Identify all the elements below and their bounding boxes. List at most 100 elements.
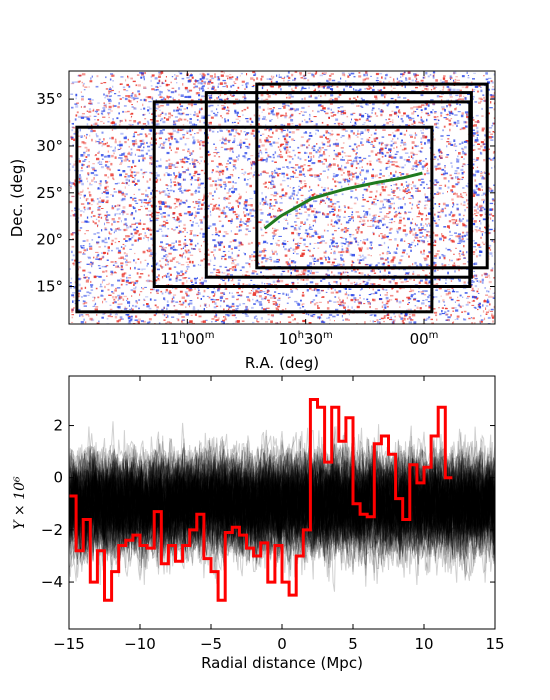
noise-speck [190, 152, 193, 155]
noise-speck [313, 287, 316, 290]
noise-speck [223, 83, 227, 85]
noise-speck [316, 289, 320, 292]
noise-speck [198, 315, 202, 318]
noise-speck [450, 76, 453, 79]
noise-speck [258, 106, 261, 109]
noise-speck [424, 164, 428, 166]
noise-speck [267, 299, 270, 302]
noise-speck [461, 98, 465, 101]
noise-speck [143, 298, 145, 301]
noise-speck [474, 121, 477, 123]
noise-speck [454, 114, 458, 116]
noise-speck [201, 77, 205, 80]
noise-speck [148, 101, 152, 103]
noise-speck [334, 288, 336, 292]
noise-speck [462, 148, 465, 151]
noise-speck [149, 204, 151, 206]
noise-speck [317, 110, 320, 113]
noise-speck [472, 78, 475, 80]
noise-speck [168, 115, 171, 119]
noise-speck [251, 272, 255, 275]
noise-speck [298, 188, 302, 191]
noise-speck [371, 174, 375, 177]
noise-speck [281, 270, 286, 272]
noise-speck [366, 238, 369, 241]
noise-speck [339, 264, 343, 266]
noise-speck [377, 262, 380, 265]
noise-speck [151, 113, 153, 115]
noise-speck [404, 211, 407, 214]
noise-speck [237, 294, 240, 297]
noise-speck [210, 271, 214, 274]
noise-speck [271, 171, 274, 174]
noise-speck [149, 229, 153, 232]
noise-speck [191, 281, 193, 283]
noise-speck [375, 183, 379, 186]
noise-speck [369, 247, 372, 249]
noise-speck [223, 106, 226, 109]
noise-speck [182, 253, 184, 256]
noise-speck [131, 295, 133, 297]
noise-speck [426, 317, 430, 320]
noise-speck [159, 96, 162, 98]
noise-speck [323, 321, 326, 324]
noise-speck [488, 309, 490, 312]
noise-speck [471, 287, 474, 290]
noise-speck [189, 113, 192, 115]
noise-speck [186, 280, 188, 283]
noise-speck [472, 173, 477, 177]
noise-speck [116, 306, 120, 308]
noise-speck [476, 188, 479, 190]
noise-speck [424, 142, 426, 145]
noise-speck [294, 193, 296, 197]
noise-speck [260, 94, 264, 97]
noise-speck [297, 156, 300, 159]
noise-speck [478, 304, 481, 307]
noise-speck [256, 273, 259, 275]
noise-speck [390, 197, 394, 200]
noise-speck [304, 152, 308, 154]
noise-speck [328, 164, 331, 167]
noise-speck [134, 165, 137, 167]
noise-speck [98, 257, 102, 261]
noise-speck [219, 169, 221, 172]
noise-speck [426, 224, 428, 227]
noise-speck [167, 195, 170, 197]
noise-speck [368, 139, 370, 141]
noise-speck [216, 108, 218, 111]
noise-speck [432, 103, 436, 106]
noise-speck [330, 112, 334, 114]
noise-speck [90, 77, 92, 80]
noise-speck [198, 248, 201, 251]
noise-speck [97, 187, 100, 190]
noise-speck [326, 79, 329, 82]
noise-speck [161, 98, 164, 101]
noise-speck [269, 119, 272, 122]
noise-speck [390, 188, 393, 191]
noise-speck [473, 209, 477, 212]
noise-speck [400, 115, 404, 117]
noise-speck [399, 287, 402, 290]
noise-speck [266, 139, 269, 142]
noise-speck [294, 261, 297, 263]
noise-speck [245, 315, 249, 317]
noise-speck [227, 280, 230, 282]
noise-speck [349, 74, 351, 76]
noise-speck [484, 213, 487, 216]
noise-speck [163, 255, 166, 258]
noise-speck [261, 257, 264, 260]
noise-speck [434, 222, 438, 224]
noise-speck [302, 312, 305, 314]
noise-speck [414, 284, 418, 286]
noise-speck [187, 95, 192, 99]
noise-speck [121, 153, 125, 156]
noise-speck [111, 136, 114, 140]
noise-speck [118, 257, 122, 260]
noise-speck [213, 291, 217, 293]
noise-speck [92, 305, 96, 307]
noise-speck [348, 219, 351, 222]
noise-speck [123, 136, 127, 140]
noise-speck [440, 173, 444, 176]
noise-speck [193, 162, 196, 166]
noise-speck [231, 295, 235, 298]
